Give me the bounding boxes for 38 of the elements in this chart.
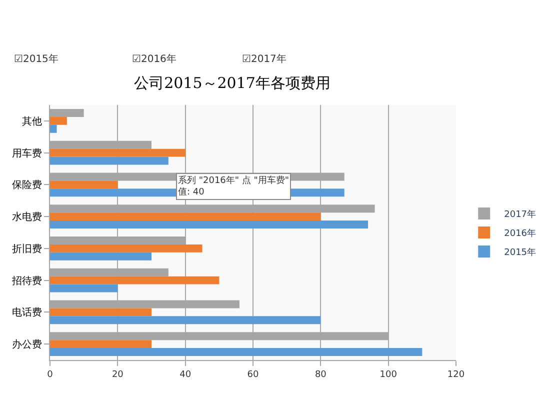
text: ☑2016年: [132, 53, 176, 65]
bar: [50, 124, 57, 133]
bar: [50, 284, 118, 292]
bar: [50, 276, 220, 284]
y-tick-label: 用车费: [12, 147, 42, 160]
bar: [50, 180, 118, 189]
x-tick-label: 60: [247, 370, 259, 380]
legend-label: 2017年: [504, 209, 536, 220]
x-tick-label: 80: [314, 370, 327, 380]
bar: [50, 308, 152, 316]
bar: [50, 348, 422, 356]
y-tick-label: 水电费: [12, 211, 42, 224]
bar: [50, 116, 67, 125]
bar: [50, 244, 202, 252]
y-tick-label: 折旧费: [12, 242, 42, 255]
x-tick-label: 40: [180, 370, 192, 380]
annotation: 系列 "2016年" 点 "用车费" 值: 40: [178, 175, 290, 198]
x-tick-label: 0: [47, 370, 54, 380]
bar: [50, 212, 321, 221]
y-tick-label: 电话费: [12, 306, 42, 319]
bar: [50, 148, 186, 157]
legend-label: 2016年: [504, 228, 536, 240]
bar: [50, 252, 152, 260]
legend-label: 2015年: [504, 247, 536, 258]
text: ☑2015年: [14, 53, 58, 65]
bar: [50, 220, 368, 229]
bar: [50, 156, 168, 165]
bar: [50, 340, 152, 348]
y-tick-label: 招待费: [11, 274, 42, 287]
text: ☑2017年: [242, 53, 286, 65]
y-tick-label: 保险费: [12, 179, 42, 192]
bar: [50, 316, 321, 324]
chart-title: 公司2015～2017年各项费用: [134, 74, 330, 92]
x-tick-label: 100: [380, 370, 398, 380]
x-tick-label: 20: [112, 370, 124, 380]
x-tick-label: 120: [447, 370, 465, 380]
y-tick-label: 其他: [22, 115, 42, 128]
y-tick-label: 办公费: [12, 338, 42, 351]
